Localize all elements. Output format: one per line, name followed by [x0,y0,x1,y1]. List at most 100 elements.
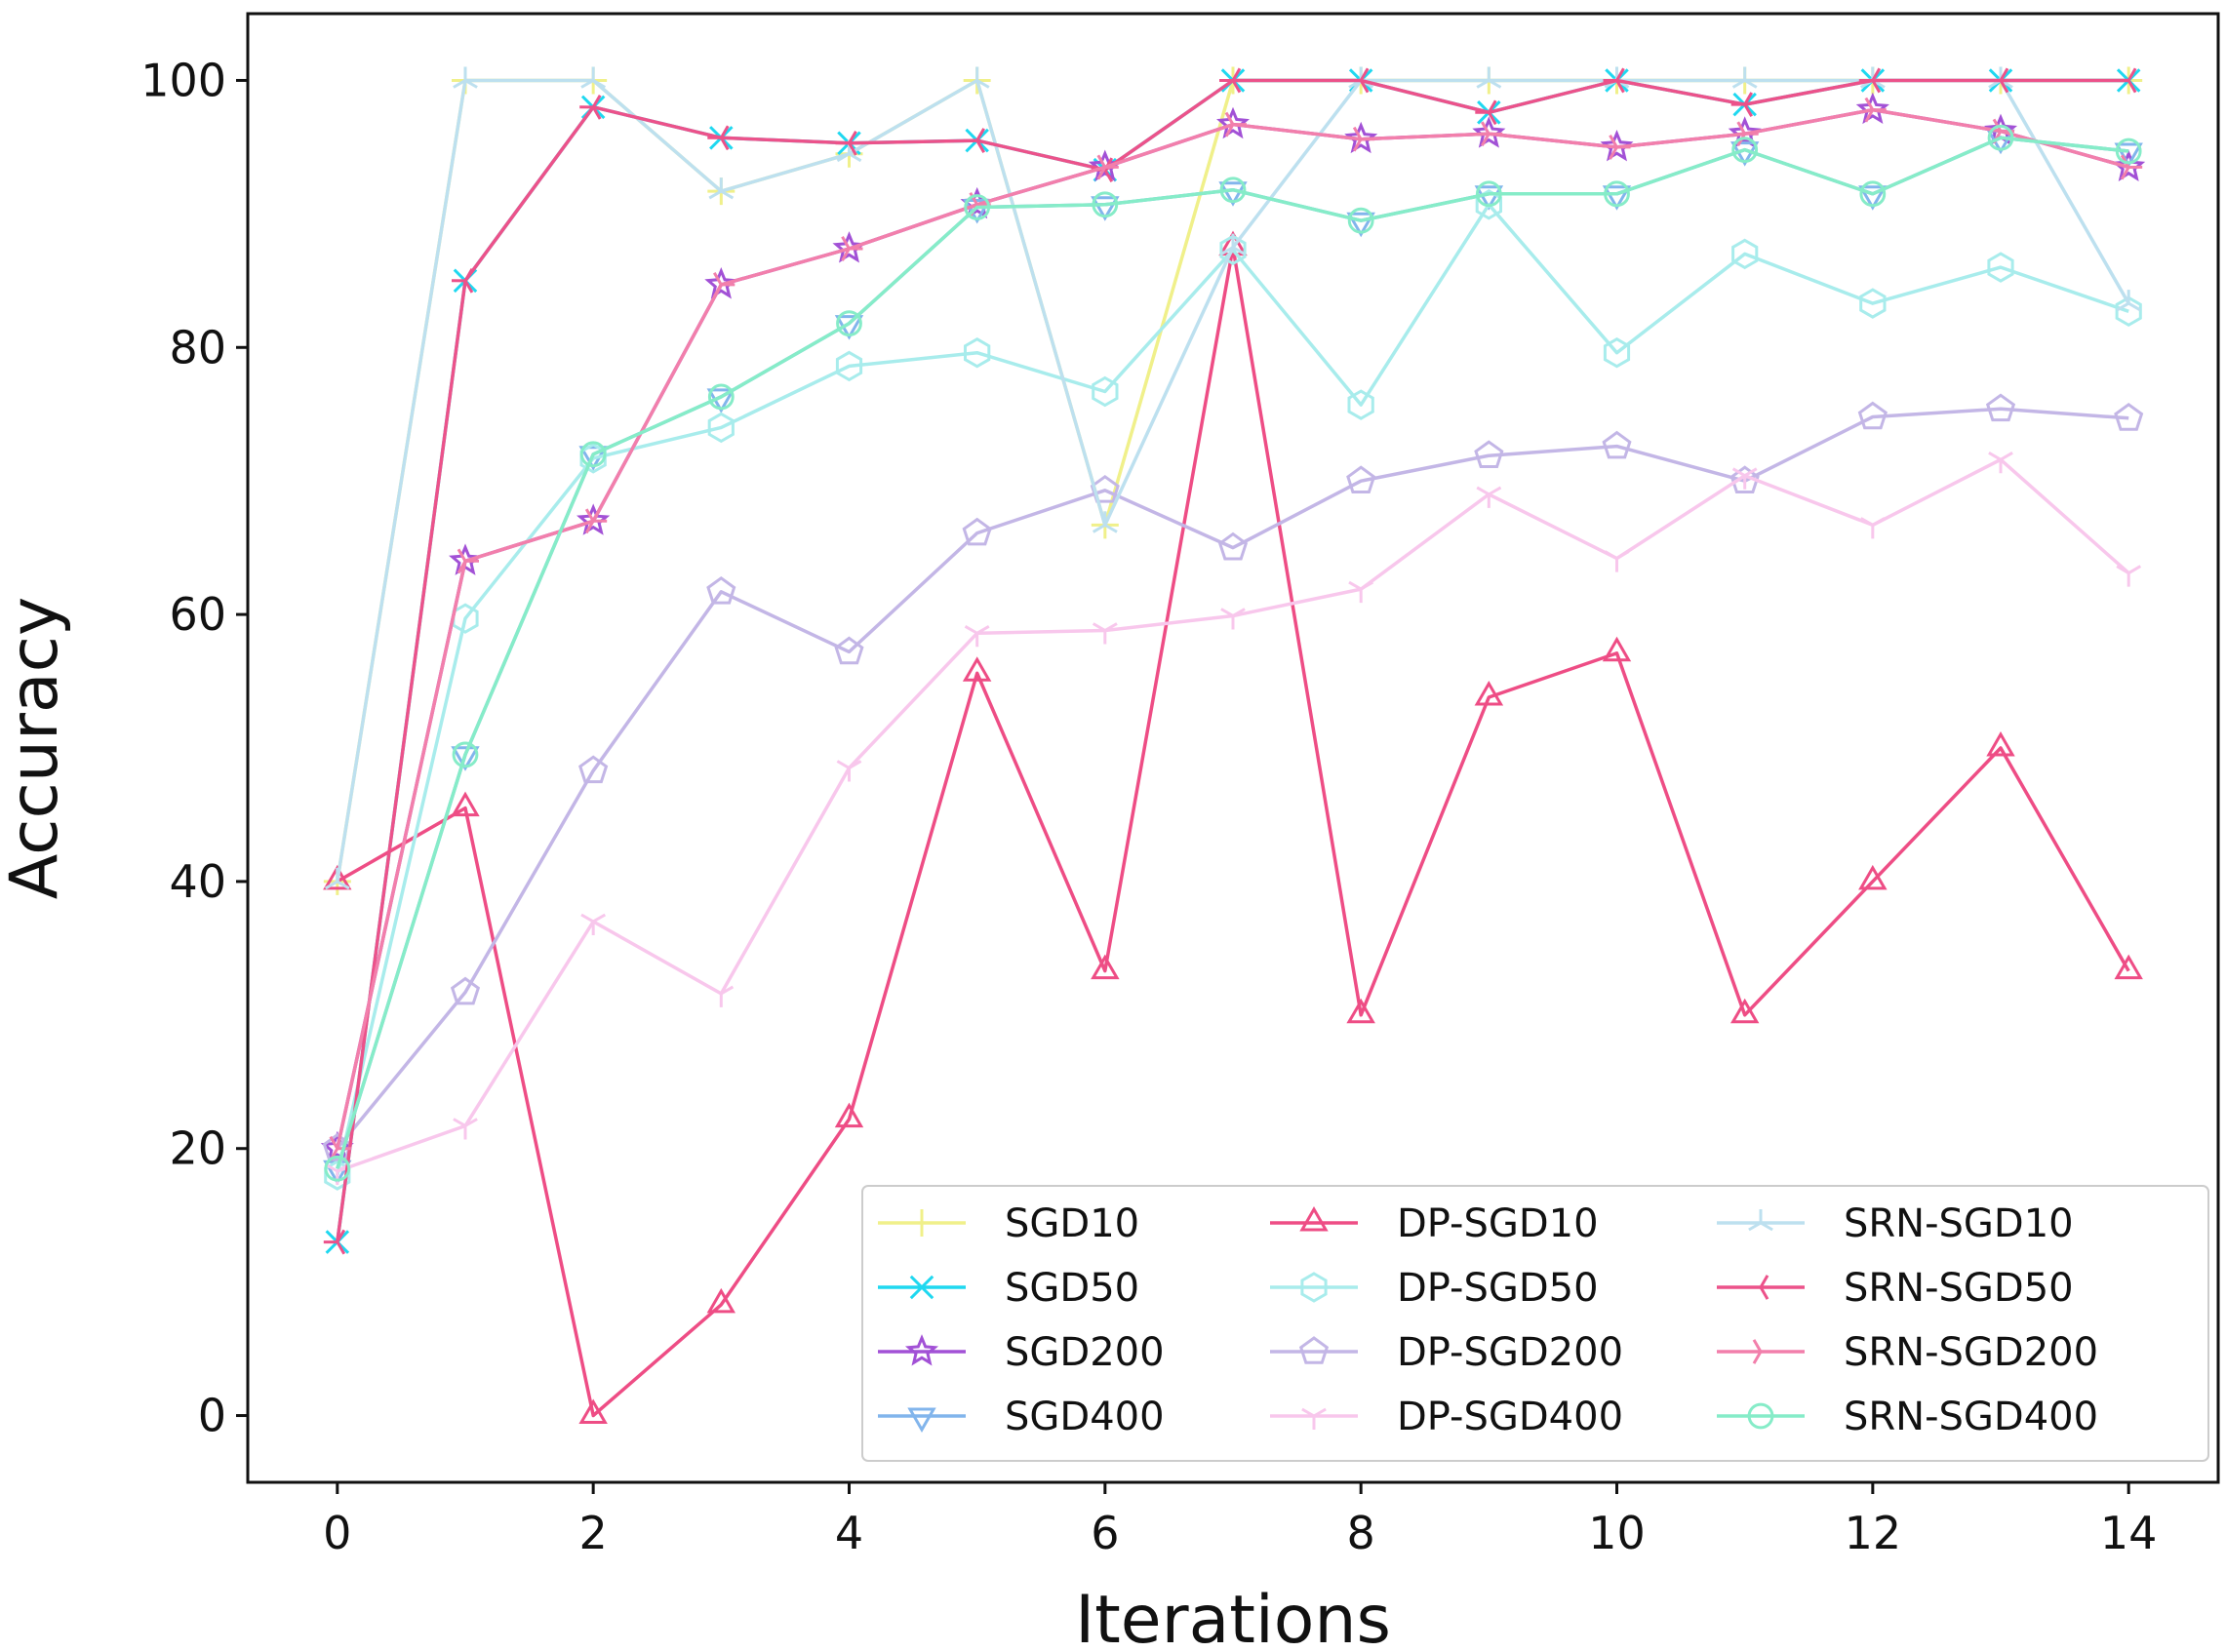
data-point-dp-sgd200 [2114,402,2144,431]
data-point-srn-sgd200 [457,548,480,574]
legend-label: SRN-SGD50 [1844,1266,2074,1311]
data-point-dp-sgd200 [1602,430,1632,459]
legend-entry-srn-sgd400: SRN-SGD400 [1717,1395,2098,1439]
legend-label: SGD50 [1005,1266,1139,1311]
data-point-dp-sgd10 [1218,230,1248,256]
data-point-dp-sgd50 [835,350,863,382]
legend-entry-srn-sgd50: SRN-SGD50 [1717,1266,2074,1311]
x-tick-label: 10 [1588,1507,1646,1559]
data-point-sgd400 [1346,212,1375,238]
series-srn-sgd50 [323,67,2137,1255]
x-tick-label: 0 [323,1507,351,1559]
legend-label: DP-SGD50 [1397,1266,1599,1311]
data-point-dp-sgd400 [2116,565,2142,587]
data-point-dp-sgd50 [707,412,735,444]
legend-marker-dp-sgd400 [1301,1407,1327,1430]
y-tick-label: 80 [169,321,226,374]
y-tick-label: 60 [169,588,226,641]
legend-marker-dp-sgd200 [1298,1336,1330,1364]
series-line-dp-sgd200 [336,407,2129,1150]
x-axis-ticks: 0 2 4 6 8 10 12 14 [323,1482,2157,1559]
legend-marker-sgd10 [908,1209,935,1237]
data-point-sgd200 [1216,106,1250,139]
data-point-sgd200 [1344,121,1378,154]
data-point-srn-sgd10 [1476,66,1502,89]
data-point-srn-sgd10 [1220,233,1246,256]
data-point-dp-sgd50 [1731,238,1759,270]
legend-marker-sgd400 [907,1407,936,1434]
legend-marker-sgd200 [904,1334,939,1366]
data-point-dp-sgd50 [1859,288,1887,319]
legend-label: SGD200 [1005,1330,1165,1375]
data-point-srn-sgd200 [1864,97,1887,123]
data-point-srn-sgd50 [323,1229,346,1255]
data-point-dp-sgd50 [1603,336,1631,369]
data-point-srn-sgd50 [1858,67,1882,94]
data-point-srn-sgd400 [1859,180,1887,208]
legend-marker-srn-sgd10 [1748,1209,1773,1232]
data-point-srn-sgd400 [1092,191,1119,218]
data-point-dp-sgd50 [1347,389,1374,420]
data-point-dp-sgd400 [836,760,862,782]
x-tick-label: 14 [2100,1507,2158,1559]
data-point-dp-sgd10 [1091,954,1120,980]
data-point-srn-sgd200 [1481,121,1503,147]
data-point-sgd200 [320,1130,354,1163]
legend-label: SRN-SGD200 [1844,1330,2098,1375]
legend-marker-srn-sgd50 [1747,1275,1769,1300]
data-point-dp-sgd10 [1474,681,1504,706]
data-point-srn-sgd10 [708,177,735,200]
data-point-srn-sgd50 [2115,67,2137,94]
data-point-sgd200 [1472,116,1506,148]
data-point-srn-sgd400 [1604,180,1630,208]
data-point-dp-sgd200 [1857,401,1888,430]
data-point-srn-sgd200 [584,508,608,534]
legend-entry-sgd200: SGD200 [878,1330,1165,1375]
data-point-srn-sgd200 [1096,154,1119,180]
legend-label: DP-SGD200 [1397,1330,1623,1375]
data-point-srn-sgd200 [1224,111,1248,138]
data-point-dp-sgd400 [453,1118,478,1140]
data-point-sgd400 [2114,142,2143,169]
data-point-dp-sgd200 [1217,531,1249,561]
y-tick-label: 100 [140,54,226,106]
data-point-dp-sgd200 [1346,465,1376,493]
legend-entry-dp-sgd10: DP-SGD10 [1270,1201,1599,1246]
legend-entry-dp-sgd200: DP-SGD200 [1270,1330,1623,1375]
data-point-dp-sgd10 [451,791,480,817]
data-point-srn-sgd50 [1218,67,1242,94]
data-point-dp-sgd10 [2114,954,2143,980]
data-point-dp-sgd50 [2115,295,2142,328]
data-point-srn-sgd10 [1731,66,1758,89]
series-layer [320,66,2146,1424]
legend-marker-srn-sgd400 [1747,1402,1774,1430]
data-point-srn-sgd200 [713,272,735,297]
data-point-srn-sgd200 [1352,126,1375,152]
data-point-dp-sgd10 [1730,998,1760,1024]
series-srn-sgd200 [329,97,2143,1161]
x-tick-label: 12 [1845,1507,1902,1559]
data-point-dp-sgd10 [1858,864,1888,890]
data-point-dp-sgd10 [706,1287,735,1314]
data-point-dp-sgd200 [578,755,609,784]
data-point-dp-sgd10 [1602,636,1632,662]
data-point-dp-sgd400 [964,624,990,648]
data-point-sgd400 [1858,185,1888,211]
data-point-srn-sgd10 [964,66,990,89]
legend-entry-dp-sgd400: DP-SGD400 [1270,1395,1623,1439]
legend-entry-srn-sgd200: SRN-SGD200 [1717,1330,2098,1375]
data-point-sgd400 [1602,185,1632,211]
x-axis-title: Iterations [1075,1582,1391,1652]
legend-label: DP-SGD400 [1397,1395,1623,1439]
data-point-srn-sgd10 [324,867,350,890]
plot-frame [246,12,2220,1484]
x-tick-label: 6 [1091,1507,1119,1559]
data-point-srn-sgd400 [1731,137,1759,164]
legend-entry-sgd50: SGD50 [878,1266,1139,1311]
data-point-dp-sgd400 [1988,452,2013,474]
data-point-srn-sgd400 [324,1155,351,1182]
data-point-dp-sgd200 [834,636,864,665]
data-point-dp-sgd400 [708,985,735,1007]
legend-label: SRN-SGD400 [1844,1395,2098,1439]
